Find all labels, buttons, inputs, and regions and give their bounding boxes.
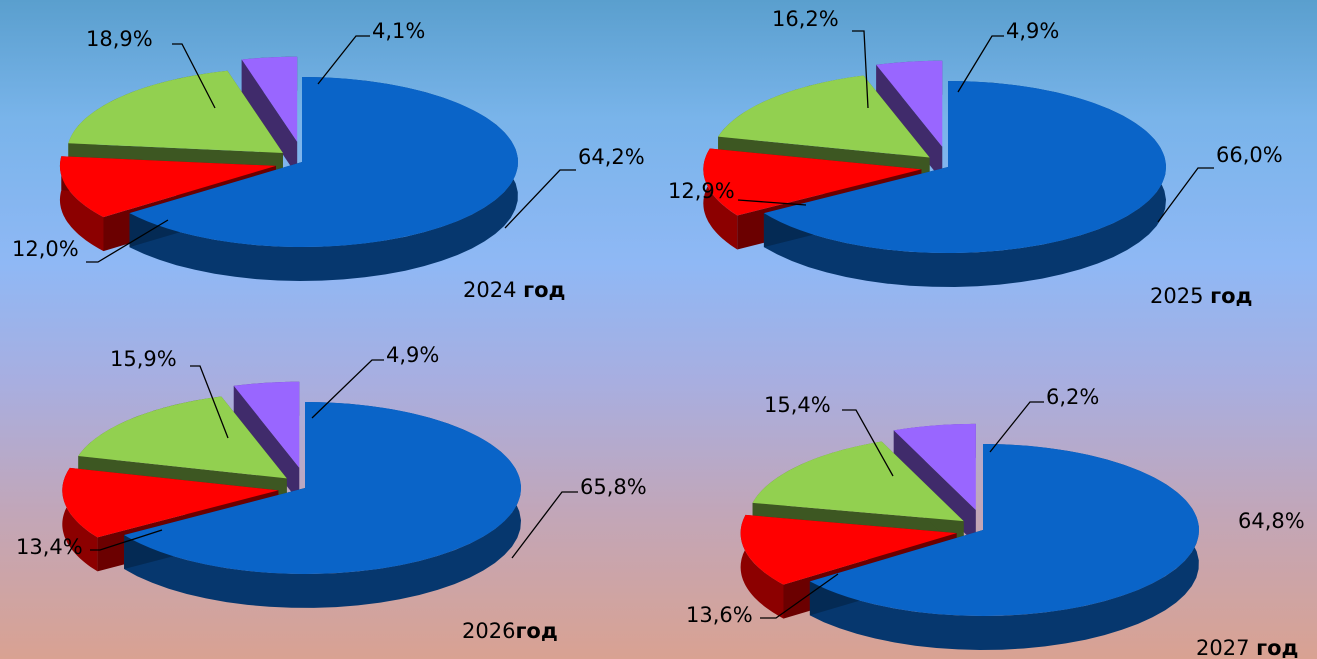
slice-top-face (893, 423, 976, 510)
slice-side-wall (740, 514, 784, 619)
data-label: 4,9% (386, 343, 439, 367)
leader-line (852, 30, 869, 109)
leader-line (989, 401, 1044, 453)
year-number: 2026 (462, 619, 515, 643)
pie-chart-2024: 64,2% 12,0% 18,9% 4,1% 2024 год (12, 19, 645, 302)
data-label: 13,4% (16, 535, 83, 559)
pie-slice-4,1% (241, 56, 298, 176)
leader-line (737, 199, 807, 206)
slice-top-face (703, 148, 922, 216)
leader-line (842, 409, 894, 477)
year-label: 2026год (462, 619, 558, 643)
slice-top-face (763, 81, 1166, 254)
slice-top-face (59, 156, 276, 218)
slice-top-face (740, 514, 957, 585)
slice-top-face (124, 402, 521, 574)
year-suffix: год (1256, 636, 1298, 659)
leader-line (90, 529, 163, 551)
data-label: 15,9% (110, 347, 177, 371)
data-label: 4,9% (1006, 19, 1059, 43)
pie-slice-4,9% (876, 60, 943, 181)
pie-slice-64,8% (809, 444, 1199, 650)
pie-slice-4,9% (233, 381, 300, 502)
year-suffix: год (515, 619, 557, 643)
leader-line (317, 35, 370, 85)
leader-line (311, 359, 384, 419)
year-number: 2024 (463, 278, 523, 302)
slice-cut-face (241, 59, 298, 176)
slice-top-face (876, 60, 943, 147)
year-suffix: год (1210, 284, 1252, 308)
data-label: 66,0% (1216, 143, 1283, 167)
pie-slice-65,8% (124, 402, 521, 608)
leader-line (86, 219, 169, 263)
year-label: 2024 год (463, 278, 565, 302)
slice-top-face (62, 467, 279, 538)
year-label: 2025 год (1150, 284, 1252, 308)
data-label: 64,2% (578, 145, 645, 169)
slice-top-face (241, 56, 298, 142)
slice-side-wall (703, 148, 738, 250)
leader-line (957, 35, 1004, 93)
slice-top-face (233, 381, 300, 468)
data-label: 15,4% (764, 393, 831, 417)
slice-cut-face (233, 385, 300, 502)
leader-line (172, 43, 216, 109)
data-label: 4,1% (372, 19, 425, 43)
data-label: 64,8% (1238, 509, 1305, 533)
slice-top-face (68, 70, 283, 153)
data-label: 12,0% (12, 237, 79, 261)
pie-slice-66,0% (763, 81, 1166, 287)
slice-top-face (718, 75, 930, 158)
pie-chart-2026: 65,8% 13,4% 15,9% 4,9% 2026год (16, 343, 647, 643)
slice-top-face (752, 441, 964, 522)
slice-cut-face (876, 64, 943, 181)
slice-top-face (809, 444, 1199, 616)
leader-line (190, 365, 229, 439)
leader-line (504, 169, 576, 229)
data-label: 65,8% (580, 475, 647, 499)
pie-slice-6,2% (893, 423, 976, 544)
leader-line (760, 573, 839, 619)
leader-line (511, 491, 578, 559)
pie-chart-2027: 64,8% 13,6% 15,4% 6,2% 2027 год (686, 385, 1305, 659)
year-number: 2027 (1196, 636, 1256, 659)
leader-line (1157, 167, 1214, 223)
pie-chart-2025: 66,0% 12,9% 16,2% 4,9% 2025 год (668, 7, 1283, 308)
year-label: 2027 год (1196, 636, 1298, 659)
data-label: 12,9% (668, 179, 735, 203)
data-label: 16,2% (772, 7, 839, 31)
slice-top-face (129, 77, 519, 248)
data-label: 18,9% (86, 27, 153, 51)
slice-side-wall (809, 444, 1199, 650)
year-number: 2025 (1150, 284, 1210, 308)
data-label: 6,2% (1046, 385, 1099, 409)
pie-slice-64,2% (129, 77, 519, 281)
slice-side-wall (62, 467, 98, 572)
slice-side-wall (129, 77, 518, 281)
slice-top-face (78, 396, 287, 479)
year-suffix: год (523, 278, 565, 302)
data-label: 13,6% (686, 603, 753, 627)
slice-side-wall (59, 156, 104, 252)
